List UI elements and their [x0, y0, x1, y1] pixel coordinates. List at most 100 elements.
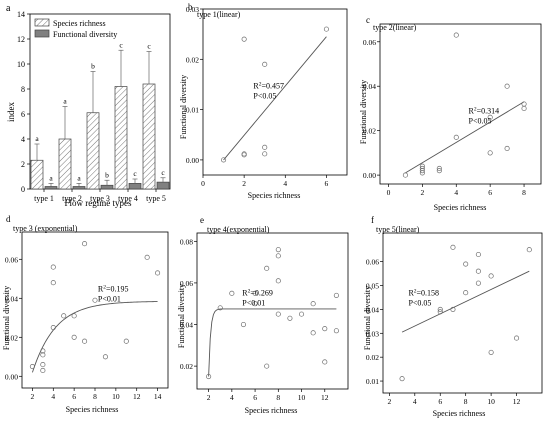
plot-frame-b [202, 8, 348, 176]
x-tick-label-b: 6 [325, 179, 329, 188]
data-point-d [82, 338, 88, 344]
data-point-c [402, 172, 408, 178]
data-point-f [475, 268, 481, 274]
data-point-e [206, 373, 212, 380]
data-point-c [453, 32, 459, 38]
data-point-d [50, 264, 56, 270]
panel-title-c: type 2(linear) [373, 23, 417, 32]
significance-letter: c [119, 40, 123, 49]
data-point-b [323, 26, 329, 32]
x-tick-label-e: 4 [230, 393, 234, 402]
y-tick-label-c: 0.04 [363, 82, 376, 91]
data-point-f [450, 306, 456, 312]
data-point-c [419, 163, 425, 169]
x-tick-label-f: 8 [464, 397, 468, 406]
data-point-d [92, 297, 98, 303]
x-tick-label-e: 2 [207, 393, 211, 402]
x-tick-label-e: 10 [298, 393, 306, 402]
data-point-b [262, 144, 268, 150]
data-point-f [399, 376, 405, 382]
x-tick-label-b: 0 [201, 179, 205, 188]
data-point-d [40, 352, 46, 358]
data-point-e [229, 290, 235, 296]
x-tick-label-a: type 5 [146, 194, 166, 203]
fit-curve-e [208, 308, 337, 377]
y-tick-label-a: 6 [21, 110, 25, 119]
y-tick-label-a: 0 [21, 185, 25, 194]
legend-swatch [34, 29, 50, 38]
data-point-e [287, 315, 293, 321]
data-point-b [262, 61, 268, 67]
p-value-c: P<0.05 [469, 117, 492, 126]
data-point-b [241, 151, 247, 157]
x-tick-label-e: 6 [253, 393, 257, 402]
y-tick-label-a: 12 [17, 35, 25, 44]
x-axis-label-f: Species richness [433, 409, 486, 418]
y-axis-label-c: Functional diversity [359, 80, 368, 144]
panel-title-b: type 1(linear) [197, 10, 241, 19]
x-tick-label-a: type 4 [118, 194, 138, 203]
data-point-f [437, 306, 443, 312]
data-point-d [102, 354, 108, 360]
y-tick-label-b: 0.03 [186, 5, 199, 14]
r-squared-c: R2=0.314 [469, 107, 500, 116]
p-value-b: P<0.05 [253, 92, 276, 101]
bar [114, 86, 128, 190]
data-point-e [252, 301, 258, 307]
y-tick-label-a: 4 [21, 135, 25, 144]
data-point-d [82, 241, 88, 247]
data-point-e [240, 321, 247, 328]
x-tick-label-c: 8 [522, 188, 526, 197]
p-value-e: P<0.01 [242, 298, 265, 307]
data-point-c [436, 165, 442, 171]
bar [58, 138, 72, 190]
data-point-f [475, 251, 481, 258]
panel-label-c: c [366, 15, 370, 25]
y-axis-label-e: Functional diversity [177, 284, 186, 348]
bar [72, 186, 86, 190]
data-point-f [514, 335, 520, 341]
data-point-c [419, 165, 425, 171]
r-squared-e: R2=0.269 [242, 288, 273, 297]
data-point-b [262, 151, 268, 157]
data-point-f [463, 261, 469, 267]
significance-letter: b [105, 170, 109, 179]
data-point-c [436, 168, 442, 174]
y-tick-label-d: 0.04 [5, 294, 18, 303]
data-point-f [526, 247, 532, 253]
bar [44, 186, 58, 190]
x-tick-label-f: 6 [438, 397, 442, 406]
y-tick-label-d: 0.02 [5, 333, 18, 342]
data-point-d [61, 313, 67, 319]
y-tick-label-e: 0.06 [180, 279, 193, 288]
bar [86, 112, 100, 190]
x-tick-label-b: 2 [242, 179, 246, 188]
x-tick-label-f: 4 [413, 397, 417, 406]
data-point-e [275, 253, 281, 259]
x-tick-label-d: 14 [154, 392, 162, 401]
data-point-d [40, 367, 46, 374]
y-tick-label-c: 0.02 [363, 127, 376, 136]
fit-line-b [223, 36, 327, 161]
y-tick-label-b: 0.01 [186, 106, 199, 115]
x-axis-label-c: Species richness [434, 203, 487, 212]
legend-swatch [34, 18, 50, 27]
significance-letter: a [49, 173, 53, 182]
data-point-f [488, 349, 494, 355]
x-tick-label-f: 2 [387, 397, 391, 406]
plot-frame-f [382, 232, 543, 394]
bar [30, 159, 44, 190]
data-point-f [463, 290, 469, 296]
y-tick-label-a: 2 [21, 160, 25, 169]
y-tick-label-c: 0.00 [363, 171, 376, 180]
data-point-d [123, 338, 129, 344]
y-tick-label-e: 0.08 [180, 237, 193, 246]
y-tick-label-b: 0.02 [186, 55, 199, 64]
x-tick-label-c: 0 [387, 188, 391, 197]
x-axis-label-d: Species richness [66, 405, 119, 414]
data-point-c [504, 83, 510, 89]
data-point-d [71, 334, 77, 340]
panel-d-scatter: d type 3 (exponential) Functional divers… [2, 214, 169, 414]
fit-line-c [405, 101, 525, 174]
r-squared-d: R2=0.195 [98, 284, 129, 293]
